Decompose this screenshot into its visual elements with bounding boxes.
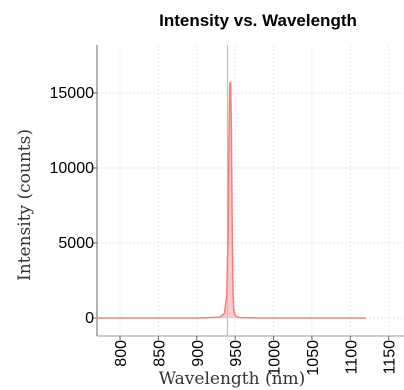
data-point <box>233 308 235 310</box>
data-point <box>223 312 226 315</box>
y-tick-label: 10000 <box>50 160 95 177</box>
data-point <box>234 315 236 317</box>
data-point <box>229 81 232 84</box>
tick-labels: 0 5000 10000 15000 800 850 900 950 1000 1050 1100 1… <box>50 85 399 376</box>
axes <box>93 45 404 340</box>
data-point <box>231 212 233 214</box>
data-point <box>238 316 240 319</box>
x-tick-label: 850 <box>151 340 168 367</box>
data-point <box>232 279 234 282</box>
plot-area <box>96 45 367 336</box>
y-tick-label: 0 <box>85 310 94 327</box>
data-point <box>229 83 231 85</box>
y-axis-label: Intensity (counts) <box>15 129 35 281</box>
x-tick-label: 950 <box>228 340 245 367</box>
data-point <box>365 317 367 319</box>
x-tick-label: 1000 <box>267 340 284 376</box>
data-point <box>219 316 221 318</box>
x-tick-label: 1100 <box>343 340 360 375</box>
x-tick-label: 800 <box>113 340 130 367</box>
data-point <box>227 227 229 229</box>
data-point <box>230 122 232 124</box>
y-tick-label: 15000 <box>50 85 95 102</box>
data-point <box>228 137 230 139</box>
x-tick-label: 900 <box>190 340 207 367</box>
x-axis-label: Wavelength (nm) <box>159 369 306 389</box>
y-tick-label: 5000 <box>58 235 94 252</box>
data-point <box>96 317 98 319</box>
x-tick-label: 1050 <box>305 340 322 376</box>
data-point <box>226 294 228 297</box>
chart-title: Intensity vs. Wavelength <box>159 11 357 30</box>
data-point <box>196 317 198 319</box>
x-tick-label: 1150 <box>382 340 399 375</box>
grid <box>97 45 404 336</box>
data-point <box>257 317 259 319</box>
